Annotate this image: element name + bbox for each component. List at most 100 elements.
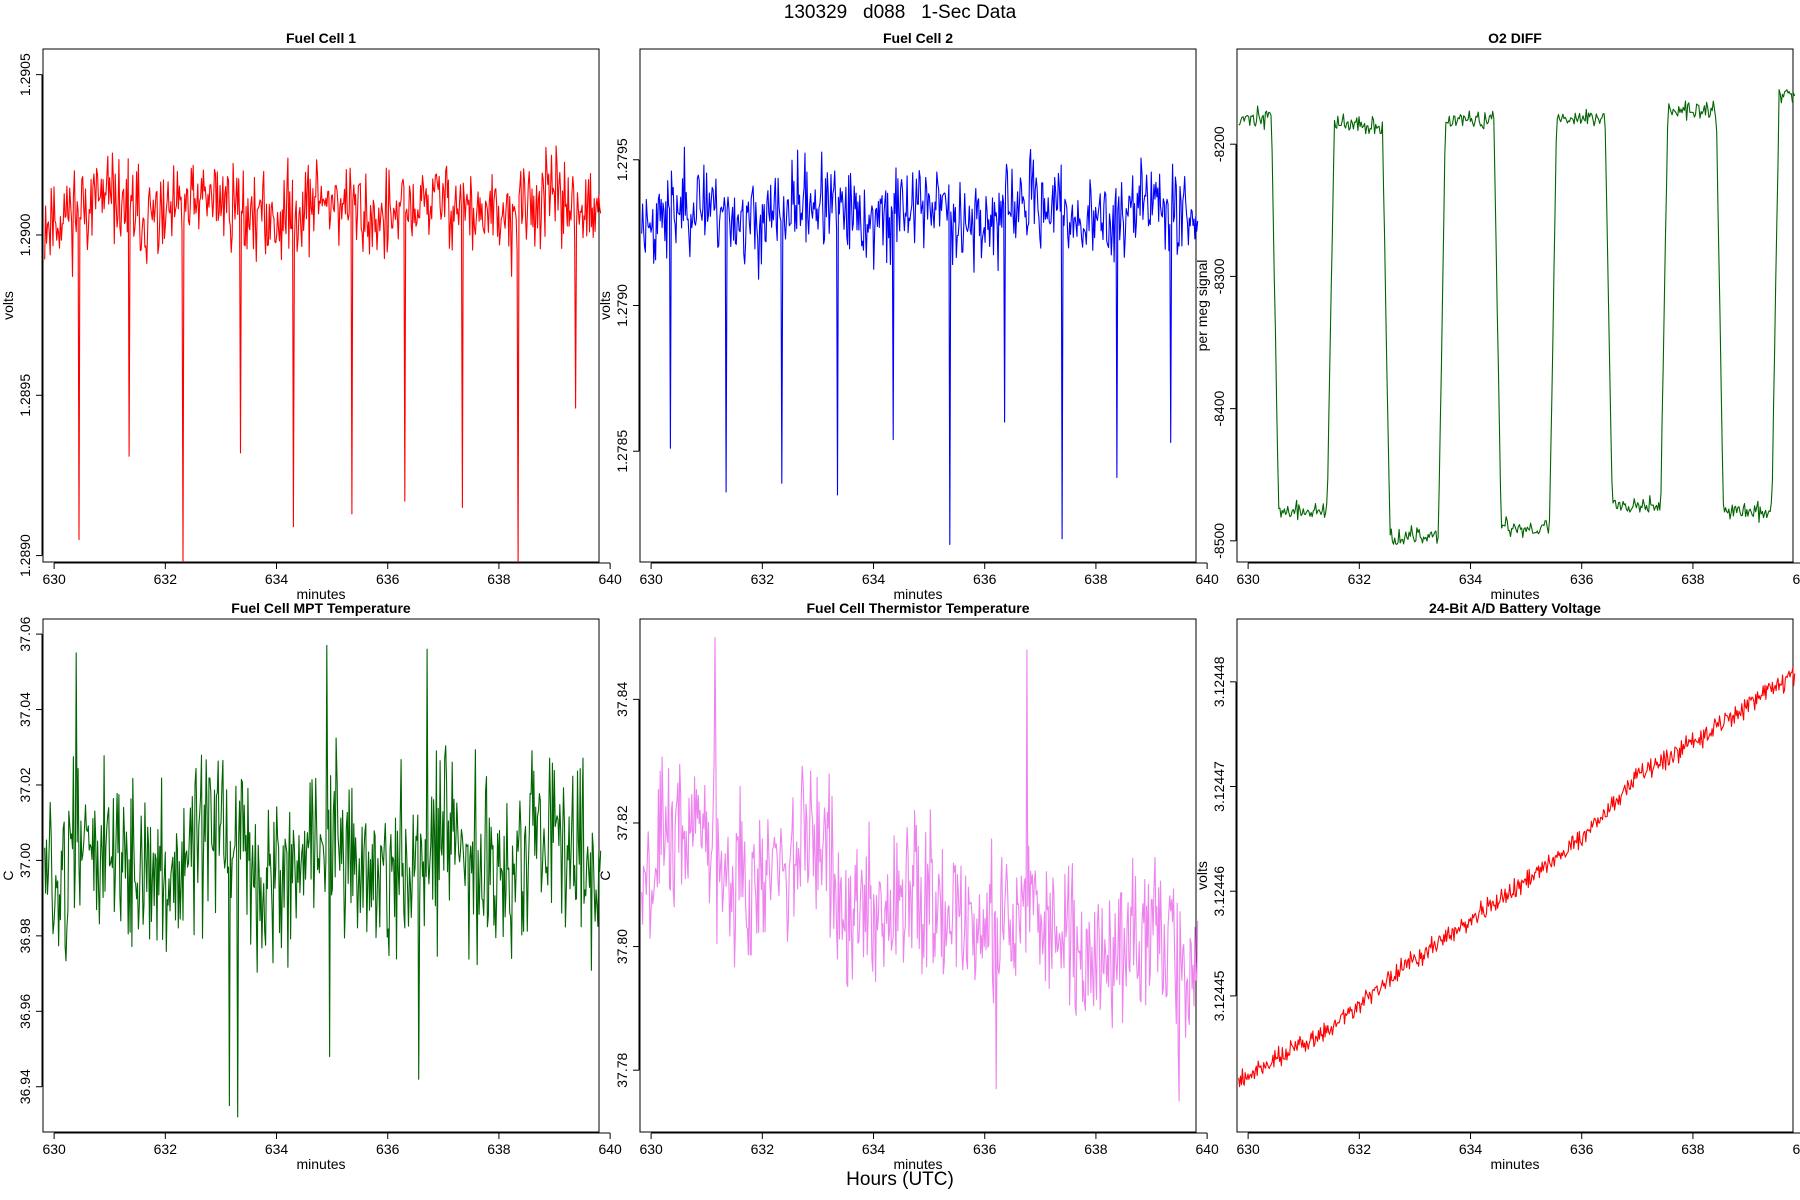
x-tick-label: 638 <box>1084 571 1108 587</box>
series-line <box>641 146 1199 546</box>
y-tick-label: 1.2890 <box>17 534 33 577</box>
x-tick-label: 640 <box>1195 1141 1219 1157</box>
y-tick-label: 37.82 <box>614 805 630 840</box>
x-tick-label: 632 <box>751 571 775 587</box>
x-tick-label: 630 <box>639 1141 663 1157</box>
y-tick-label: 37.84 <box>614 682 630 717</box>
x-tick-label: 638 <box>1084 1141 1108 1157</box>
x-tick-label: 632 <box>751 1141 775 1157</box>
y-tick-label: 36.94 <box>17 1069 33 1104</box>
x-tick-label: 636 <box>376 1141 400 1157</box>
y-axis-label: per meg signal <box>1194 260 1210 352</box>
y-axis-label: volts <box>1194 861 1210 890</box>
plot-frame <box>639 48 1197 563</box>
y-tick-label: 37.00 <box>17 843 33 878</box>
y-tick-label: -8300 <box>1211 258 1227 294</box>
series-line <box>44 644 602 1118</box>
y-tick-label: 37.04 <box>17 692 33 727</box>
y-tick-label: 1.2785 <box>614 430 630 473</box>
x-tick-label: 630 <box>42 1141 66 1157</box>
y-tick-label: 1.2900 <box>17 213 33 256</box>
x-tick-label: 638 <box>1681 571 1705 587</box>
x-tick-label: 634 <box>265 571 289 587</box>
chart-panel-1: Fuel Cell 1 630 632 634 636 638 640 minutes 1.28… <box>0 30 622 602</box>
y-tick-label: 3.12448 <box>1211 656 1227 707</box>
series-line <box>44 145 602 563</box>
x-axis-label: minutes <box>296 1156 345 1172</box>
figure-xlabel: Hours (UTC) <box>846 1169 954 1190</box>
x-axis-label: minutes <box>296 586 345 602</box>
x-tick-label: 636 <box>973 1141 997 1157</box>
chart-panel-2: Fuel Cell 2 630 632 634 636 638 640 minutes 1.27… <box>597 30 1219 602</box>
y-tick-label: -8400 <box>1211 391 1227 427</box>
y-tick-label: 1.2795 <box>614 138 630 181</box>
y-tick-label: -8200 <box>1211 126 1227 162</box>
y-tick-label: 36.96 <box>17 994 33 1029</box>
chart-panel-4: Fuel Cell MPT Temperature 630 632 634 636 638… <box>0 600 622 1172</box>
chart-panel-6: 24-Bit A/D Battery Voltage 630 632 634 636 63… <box>1194 600 1800 1172</box>
series-line <box>641 636 1199 1102</box>
x-tick-label: 632 <box>154 571 178 587</box>
y-axis-label: volts <box>0 291 16 320</box>
x-tick-label: 638 <box>487 571 511 587</box>
y-tick-label: 3.12447 <box>1211 761 1227 812</box>
x-tick-label: 634 <box>862 571 886 587</box>
y-tick-label: 1.2905 <box>17 53 33 96</box>
x-tick-label: 636 <box>1570 571 1594 587</box>
x-tick-label: 640 <box>1792 571 1800 587</box>
plot-frame <box>1236 48 1794 563</box>
x-tick-label: 634 <box>1459 1141 1483 1157</box>
y-tick-label: 1.2790 <box>614 284 630 327</box>
chart-title: Fuel Cell MPT Temperature <box>231 600 411 616</box>
chart-title: Fuel Cell 2 <box>883 30 953 46</box>
y-tick-label: -8500 <box>1211 523 1227 559</box>
x-tick-label: 630 <box>1236 571 1260 587</box>
x-axis-label: minutes <box>893 1156 942 1172</box>
x-tick-label: 636 <box>376 571 400 587</box>
y-axis-label: volts <box>597 291 613 320</box>
x-tick-label: 640 <box>1792 1141 1800 1157</box>
y-tick-label: 37.78 <box>614 1052 630 1087</box>
x-tick-label: 630 <box>42 571 66 587</box>
chart-title: 24-Bit A/D Battery Voltage <box>1429 600 1601 616</box>
y-tick-label: 37.06 <box>17 616 33 651</box>
x-tick-label: 638 <box>487 1141 511 1157</box>
x-tick-label: 634 <box>862 1141 886 1157</box>
x-tick-label: 636 <box>1570 1141 1594 1157</box>
x-axis-label: minutes <box>1490 586 1539 602</box>
x-tick-label: 640 <box>1195 571 1219 587</box>
y-tick-label: 1.2895 <box>17 374 33 417</box>
x-tick-label: 632 <box>1348 571 1372 587</box>
y-axis-label: C <box>0 870 16 880</box>
y-tick-label: 3.12446 <box>1211 866 1227 917</box>
x-axis-label: minutes <box>893 586 942 602</box>
x-axis-label: minutes <box>1490 1156 1539 1172</box>
x-tick-label: 630 <box>639 571 663 587</box>
figure-title: 130329 d088 1-Sec Data <box>783 2 1017 23</box>
y-tick-label: 36.98 <box>17 918 33 953</box>
chart-panel-3: O2 DIFF 630 632 634 636 638 640 minutes -8500 -84… <box>1194 30 1800 602</box>
x-tick-label: 634 <box>1459 571 1483 587</box>
x-tick-label: 636 <box>973 571 997 587</box>
plot-frame <box>1236 618 1794 1133</box>
x-tick-label: 640 <box>598 1141 622 1157</box>
chart-title: Fuel Cell Thermistor Temperature <box>806 600 1029 616</box>
plot-frame <box>42 48 600 563</box>
x-tick-label: 632 <box>154 1141 178 1157</box>
y-tick-label: 37.80 <box>614 929 630 964</box>
chart-panel-5: Fuel Cell Thermistor Temperature 630 632 63… <box>597 600 1219 1172</box>
x-tick-label: 638 <box>1681 1141 1705 1157</box>
x-tick-label: 630 <box>1236 1141 1260 1157</box>
x-tick-label: 632 <box>1348 1141 1372 1157</box>
chart-title: O2 DIFF <box>1488 30 1542 46</box>
series-line <box>1238 667 1796 1088</box>
y-tick-label: 37.02 <box>17 767 33 802</box>
y-tick-label: 3.12445 <box>1211 970 1227 1021</box>
plot-frame <box>639 618 1197 1133</box>
y-axis-label: C <box>597 870 613 880</box>
chart-title: Fuel Cell 1 <box>286 30 356 46</box>
x-tick-label: 640 <box>598 571 622 587</box>
series-line <box>1238 89 1796 545</box>
x-tick-label: 634 <box>265 1141 289 1157</box>
